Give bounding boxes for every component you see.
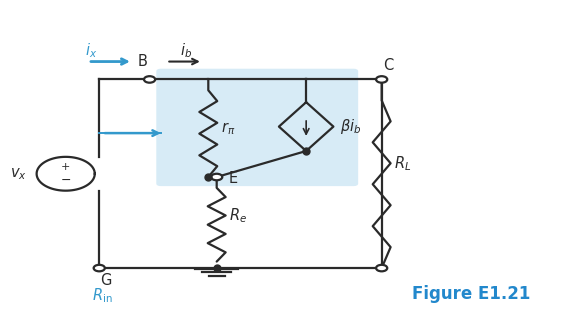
Text: $v_x$: $v_x$ xyxy=(10,166,26,182)
Text: $R_L$: $R_L$ xyxy=(394,154,411,174)
Text: $R_e$: $R_e$ xyxy=(229,207,247,225)
Text: $i_x$: $i_x$ xyxy=(85,41,97,59)
Text: C: C xyxy=(383,58,393,73)
Text: $r_{\pi}$: $r_{\pi}$ xyxy=(221,120,235,136)
Text: +: + xyxy=(61,162,70,172)
Text: Figure E1.21: Figure E1.21 xyxy=(412,285,531,303)
Circle shape xyxy=(376,265,387,271)
Text: B: B xyxy=(138,54,148,69)
Circle shape xyxy=(94,265,105,271)
Text: $i_b$: $i_b$ xyxy=(180,41,192,59)
Circle shape xyxy=(376,76,387,83)
Text: −: − xyxy=(61,174,71,187)
Text: E: E xyxy=(229,171,238,186)
FancyBboxPatch shape xyxy=(156,69,358,186)
Circle shape xyxy=(144,76,155,83)
Text: G: G xyxy=(100,273,112,288)
Text: $R_{\rm in}$: $R_{\rm in}$ xyxy=(92,286,112,305)
Circle shape xyxy=(211,174,223,180)
Text: $\beta i_b$: $\beta i_b$ xyxy=(341,117,362,136)
